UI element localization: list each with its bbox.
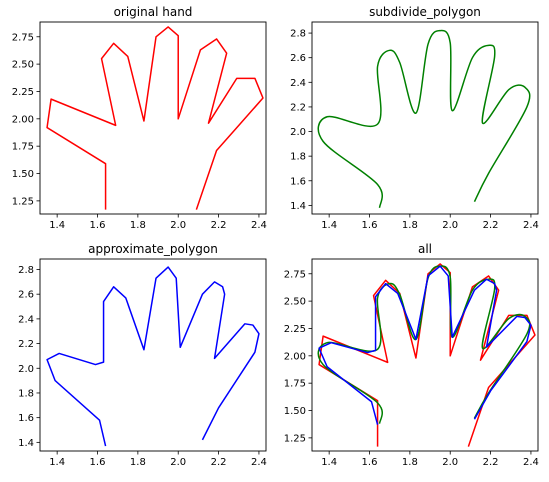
x-tick-label: 2.2 xyxy=(483,220,499,231)
x-tick-label: 2.4 xyxy=(523,220,539,231)
x-tick-label: 1.4 xyxy=(321,457,337,468)
y-tick-label: 2.25 xyxy=(284,324,306,335)
y-tick-label: 2.75 xyxy=(284,269,306,280)
x-tick-label: 1.4 xyxy=(321,220,337,231)
y-tick-label: 2.50 xyxy=(12,60,34,71)
x-tick-label: 2.4 xyxy=(523,457,539,468)
panel-title: subdivide_polygon xyxy=(369,5,481,19)
panel-original-hand: original hand 1.4 1.6 1.8 2.0 2.2 2.4 1.25 1.50 1… xyxy=(12,5,267,231)
x-tick-label: 1.8 xyxy=(402,220,418,231)
x-tick-label: 1.6 xyxy=(90,457,106,468)
axes-frame xyxy=(311,21,539,215)
x-tick-label: 2.0 xyxy=(170,457,186,468)
y-tick-label: 1.50 xyxy=(12,169,34,180)
x-tick-label: 1.8 xyxy=(130,220,146,231)
y-tick-label: 1.4 xyxy=(290,201,306,212)
x-tick-label: 1.4 xyxy=(49,220,65,231)
y-tick-label: 2.6 xyxy=(18,290,34,301)
x-tick-label: 2.2 xyxy=(211,220,227,231)
y-tick-label: 2.8 xyxy=(290,29,306,40)
x-tick-label: 1.8 xyxy=(402,457,418,468)
x-tick-label: 1.6 xyxy=(362,457,378,468)
y-tick-label: 1.75 xyxy=(12,142,34,153)
series-line xyxy=(46,26,264,210)
y-tick-label: 2.0 xyxy=(18,364,34,375)
y-tick-label: 2.75 xyxy=(12,32,34,43)
y-tick-label: 1.75 xyxy=(284,379,306,390)
panel-title: approximate_polygon xyxy=(88,242,218,256)
y-tick-label: 2.0 xyxy=(290,127,306,138)
series-line xyxy=(46,266,260,447)
x-tick-label: 2.4 xyxy=(251,457,267,468)
y-tick-label: 1.4 xyxy=(18,438,34,449)
x-tick-label: 1.8 xyxy=(130,457,146,468)
y-tick-label: 1.6 xyxy=(18,413,34,424)
y-tick-label: 1.50 xyxy=(284,406,306,417)
y-tick-label: 2.00 xyxy=(12,114,34,125)
panel-title: original hand xyxy=(114,5,193,19)
y-tick-label: 1.8 xyxy=(290,152,306,163)
series-line xyxy=(318,263,536,447)
axes-frame xyxy=(311,258,539,452)
x-tick-label: 2.0 xyxy=(442,220,458,231)
y-tick-label: 1.25 xyxy=(12,196,34,207)
y-tick-label: 1.25 xyxy=(284,433,306,444)
y-tick-label: 2.50 xyxy=(284,297,306,308)
x-tick-label: 2.2 xyxy=(483,457,499,468)
x-tick-label: 1.4 xyxy=(49,457,65,468)
y-tick-label: 1.8 xyxy=(18,388,34,399)
x-tick-label: 2.0 xyxy=(170,220,186,231)
axes-frame xyxy=(39,258,267,452)
x-tick-label: 1.6 xyxy=(90,220,106,231)
y-tick-label: 2.2 xyxy=(290,102,306,113)
x-tick-label: 2.0 xyxy=(442,457,458,468)
y-tick-label: 2.4 xyxy=(290,78,306,89)
panel-title: all xyxy=(418,242,432,256)
x-tick-label: 2.4 xyxy=(251,220,267,231)
y-tick-label: 2.4 xyxy=(18,314,34,325)
x-tick-label: 2.2 xyxy=(211,457,227,468)
y-tick-label: 2.8 xyxy=(18,265,34,276)
y-tick-label: 2.6 xyxy=(290,53,306,64)
y-tick-label: 2.00 xyxy=(284,351,306,362)
panel-approximate-polygon: approximate_polygon 1.4 1.6 1.8 2.0 2.2 2.4 1.4… xyxy=(18,242,267,468)
panel-all: all 1.4 1.6 1.8 2.0 2.2 2.4 1.25 1.50 1.75 2.00 2.2… xyxy=(284,242,539,468)
y-tick-label: 2.25 xyxy=(12,87,34,98)
x-tick-label: 1.6 xyxy=(362,220,378,231)
series-line xyxy=(318,265,532,425)
y-tick-label: 2.2 xyxy=(18,339,34,350)
series-line xyxy=(317,29,531,208)
panel-subdivide-polygon: subdivide_polygon 1.4 1.6 1.8 2.0 2.2 2.4 1.4 1.… xyxy=(290,5,539,231)
y-tick-label: 1.6 xyxy=(290,176,306,187)
axes-frame xyxy=(39,21,267,215)
